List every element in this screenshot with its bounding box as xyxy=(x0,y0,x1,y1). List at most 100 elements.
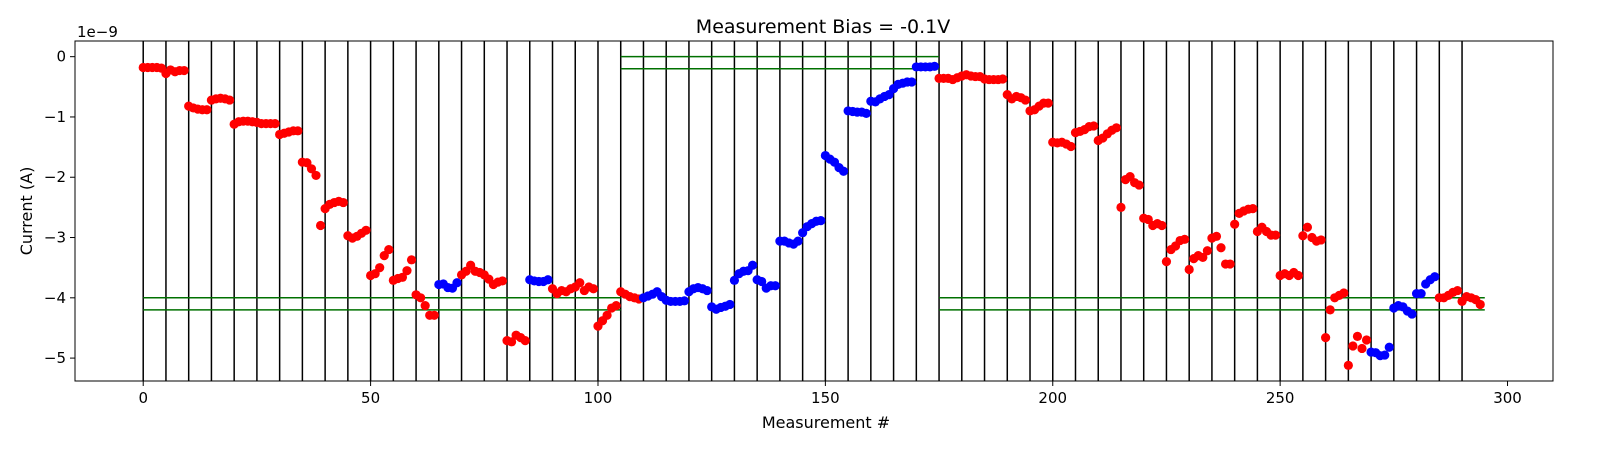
data-point xyxy=(1452,285,1463,296)
x-tick-label: 0 xyxy=(138,389,148,407)
data-point xyxy=(1343,360,1353,370)
data-point xyxy=(420,301,430,311)
data-point xyxy=(1161,257,1172,267)
chart-title: Measurement Bias = -0.1V xyxy=(696,16,950,38)
data-point xyxy=(1216,243,1226,253)
data-point xyxy=(1430,272,1440,282)
data-point xyxy=(1157,220,1167,231)
data-point xyxy=(1043,98,1053,108)
data-point xyxy=(1316,235,1326,245)
plot-area xyxy=(138,41,1485,381)
data-point xyxy=(1089,121,1099,131)
data-point xyxy=(757,276,767,287)
data-point xyxy=(293,126,303,136)
y-tick-label: −5 xyxy=(44,349,66,367)
data-point xyxy=(416,293,426,303)
data-point xyxy=(1321,332,1331,343)
data-point xyxy=(611,301,621,311)
data-point xyxy=(311,170,321,181)
data-point xyxy=(306,164,317,174)
data-point xyxy=(1180,234,1190,244)
data-point xyxy=(1352,331,1363,341)
data-point xyxy=(1416,288,1426,299)
data-point xyxy=(1202,246,1212,256)
axes: 0 50 100 150 200 250 300 0 −1 −2 −3 −4 −5 xyxy=(44,48,1522,407)
data-point xyxy=(998,74,1008,84)
data-point xyxy=(1339,288,1349,298)
data-point xyxy=(575,278,585,288)
data-point xyxy=(1198,252,1208,263)
y-offset-label: 1e−9 xyxy=(77,23,118,41)
data-point xyxy=(748,260,758,270)
data-point xyxy=(506,337,517,347)
data-point xyxy=(702,285,712,296)
data-point xyxy=(1225,259,1235,269)
y-tick-label: −4 xyxy=(44,289,66,307)
data-point xyxy=(1325,305,1335,315)
data-point xyxy=(1302,222,1313,232)
data-point xyxy=(1298,231,1308,241)
data-point xyxy=(1357,343,1367,354)
data-point xyxy=(1111,123,1122,133)
data-point xyxy=(361,225,371,235)
data-point xyxy=(270,118,280,129)
data-point xyxy=(1407,309,1417,319)
data-point xyxy=(1293,270,1303,281)
data-point xyxy=(602,310,612,320)
data-point xyxy=(770,281,780,291)
data-point xyxy=(543,275,553,285)
y-tick-label: −1 xyxy=(44,108,66,126)
x-tick-label: 250 xyxy=(1266,389,1295,407)
y-tick-label: −2 xyxy=(44,168,66,186)
data-point xyxy=(1348,341,1358,351)
data-point xyxy=(1020,95,1031,105)
data-point xyxy=(1384,342,1394,352)
data-point xyxy=(861,108,871,118)
data-point xyxy=(725,299,735,310)
data-point xyxy=(1380,350,1390,360)
data-point xyxy=(315,220,326,231)
data-point xyxy=(729,275,740,285)
data-point xyxy=(375,263,385,273)
x-axis-label: Measurement # xyxy=(762,413,890,432)
x-tick-label: 100 xyxy=(584,389,613,407)
x-tick-label: 300 xyxy=(1493,389,1522,407)
data-point xyxy=(338,197,348,208)
x-tick-label: 200 xyxy=(1038,389,1067,407)
data-point xyxy=(588,284,599,294)
data-point xyxy=(384,244,394,255)
data-point xyxy=(429,310,439,320)
data-point xyxy=(679,296,689,306)
data-point xyxy=(1361,335,1372,345)
data-point xyxy=(1116,202,1126,212)
data-point xyxy=(402,266,412,276)
data-point xyxy=(1184,264,1194,275)
x-tick-label: 50 xyxy=(361,389,380,407)
y-tick-label: 0 xyxy=(56,48,66,66)
data-point xyxy=(1475,299,1485,310)
data-point xyxy=(202,105,212,115)
data-point xyxy=(907,77,917,87)
data-point xyxy=(1248,203,1258,214)
data-point xyxy=(406,255,417,265)
data-point xyxy=(397,272,408,282)
data-point xyxy=(1066,141,1076,152)
data-point xyxy=(929,61,940,71)
data-point xyxy=(1211,231,1222,241)
y-axis-label: Current (A) xyxy=(17,167,36,256)
data-point xyxy=(179,65,189,76)
data-point xyxy=(225,95,235,105)
data-point xyxy=(793,236,803,246)
y-tick-label: −3 xyxy=(44,229,66,247)
data-point xyxy=(1230,219,1240,229)
data-point xyxy=(520,336,530,346)
data-point xyxy=(1134,180,1144,190)
data-point xyxy=(838,166,849,176)
data-point xyxy=(497,276,508,286)
data-point xyxy=(816,216,826,226)
plot-frame xyxy=(74,40,1554,382)
data-point xyxy=(1270,230,1281,240)
x-tick-label: 150 xyxy=(811,389,840,407)
